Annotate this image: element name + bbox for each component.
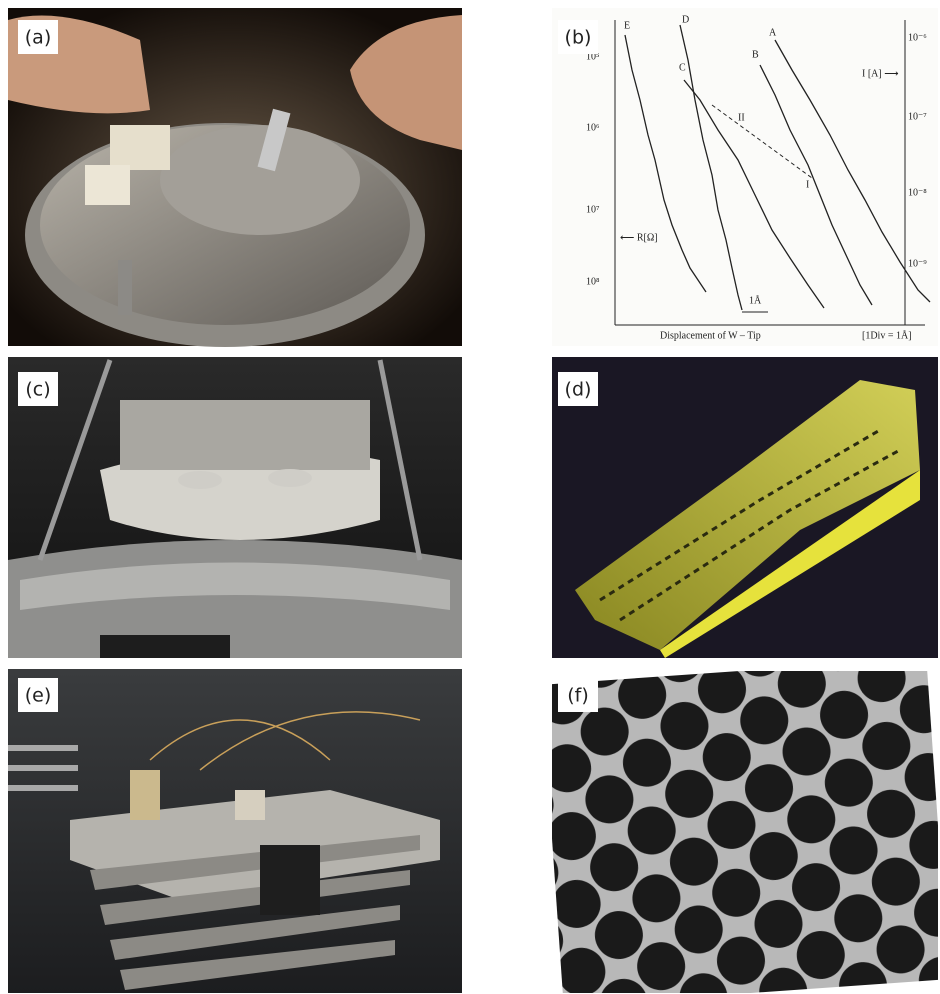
curve-label: A <box>769 27 777 38</box>
x-scale-note: [1Div = 1Å] <box>862 329 912 341</box>
panel-label: (a) <box>25 27 51 49</box>
right-axis-label: I [A] ⟶ <box>862 68 899 79</box>
curve-label: E <box>624 20 630 31</box>
branch-label: I <box>806 179 809 190</box>
photo-c <box>8 357 462 658</box>
curve-label: D <box>682 14 689 25</box>
figure: E D C B A II I 10⁵ 10⁶ 10⁷ 10⁸ 10⁻⁶ 10⁻⁷… <box>0 0 940 994</box>
plot-b: E D C B A II I 10⁵ 10⁶ 10⁷ 10⁸ 10⁻⁶ 10⁻⁷… <box>552 8 938 346</box>
x-axis-label: Displacement of W – Tip <box>660 330 761 341</box>
left-tick-label: 10⁸ <box>586 276 600 287</box>
photo-a <box>8 8 462 347</box>
photo-d <box>552 357 938 658</box>
panel-label: (b) <box>565 27 592 49</box>
curve-label: B <box>752 49 759 60</box>
right-tick-label: 10⁻⁸ <box>908 187 927 198</box>
panel-label: (f) <box>567 685 589 707</box>
panel-label: (e) <box>25 685 52 707</box>
photo-e <box>8 669 462 993</box>
branch-label: II <box>738 112 745 123</box>
panel-label: (c) <box>25 379 50 401</box>
curve-label: C <box>679 62 686 73</box>
scale-label: 1Å <box>749 294 762 306</box>
photo-f <box>541 658 940 994</box>
panel-label: (d) <box>565 379 592 401</box>
right-tick-label: 10⁻⁷ <box>908 111 927 122</box>
left-axis-label: ⟵ R[Ω] <box>620 232 658 243</box>
left-tick-label: 10⁷ <box>586 204 600 215</box>
right-tick-label: 10⁻⁹ <box>908 258 927 269</box>
right-tick-label: 10⁻⁶ <box>908 32 927 43</box>
left-tick-label: 10⁶ <box>586 122 600 133</box>
